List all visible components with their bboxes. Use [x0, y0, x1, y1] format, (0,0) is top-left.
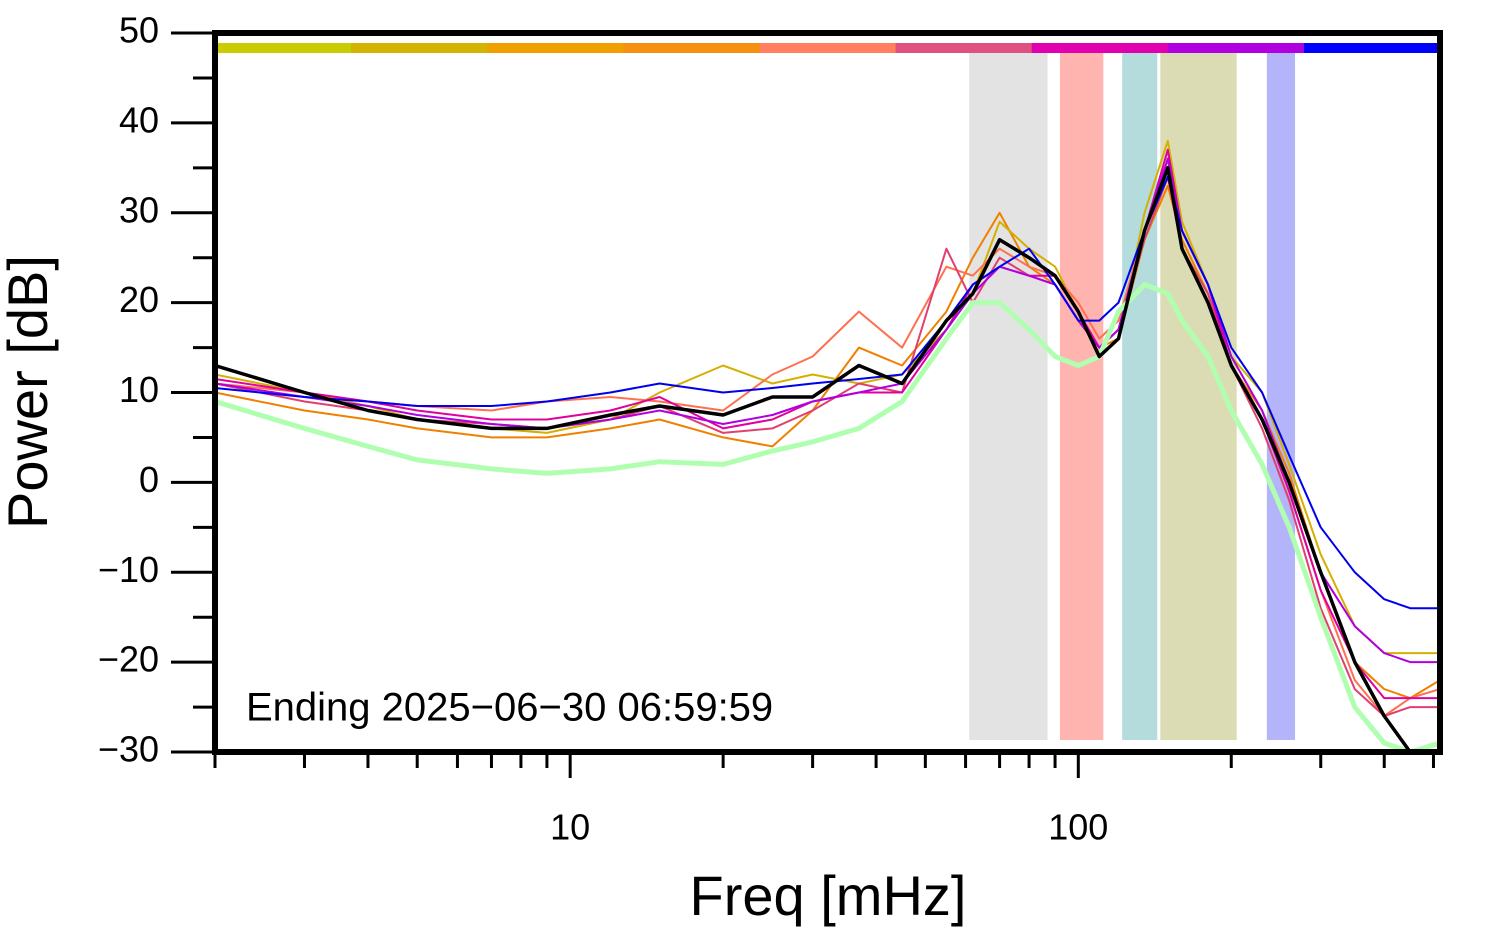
series-line	[215, 175, 1440, 610]
frequency-band	[1122, 50, 1158, 740]
series-line	[215, 139, 1440, 655]
series-line	[215, 166, 1414, 752]
series-line	[215, 184, 1440, 700]
plot-frame	[212, 30, 1443, 755]
y-tick-label: −20	[98, 639, 159, 680]
y-tick-label: 50	[119, 10, 159, 51]
y-tick-label: −10	[98, 549, 159, 590]
y-tick-label: 0	[139, 459, 159, 500]
axes: −30 −20 −10 0 10 20 30 40 50 10 100	[98, 10, 1443, 848]
time-color-segment	[759, 43, 897, 53]
y-tick-label: 20	[119, 279, 159, 320]
y-tick-label: −30	[98, 729, 159, 770]
y-tick-label: 30	[119, 189, 159, 230]
frequency-band	[969, 50, 1048, 740]
y-tick-label: 10	[119, 369, 159, 410]
time-color-segment	[351, 43, 488, 53]
annotation: Ending 2025−06−30 06:59:59	[246, 686, 773, 730]
series-line	[215, 175, 1440, 717]
time-color-segment	[1167, 43, 1305, 53]
time-color-segment	[215, 43, 352, 53]
frequency-band	[1059, 50, 1104, 740]
time-color-segment	[895, 43, 1033, 53]
x-tick-label: 10	[550, 807, 590, 848]
frequency-band	[1266, 50, 1296, 740]
x-tick-label: 100	[1048, 807, 1108, 848]
bands	[215, 43, 1440, 740]
lines	[215, 139, 1440, 752]
series-line	[215, 282, 1440, 752]
y-tick-label: 40	[119, 99, 159, 140]
series-line	[215, 148, 1440, 700]
y-axis-title: Power [dB]	[0, 255, 59, 529]
time-color-segment	[1031, 43, 1169, 53]
series-line	[215, 175, 1440, 717]
x-axis-title: Freq [mHz]	[690, 864, 967, 927]
time-color-segment	[1303, 43, 1440, 53]
time-color-segment	[487, 43, 624, 53]
time-color-segment	[623, 43, 760, 53]
